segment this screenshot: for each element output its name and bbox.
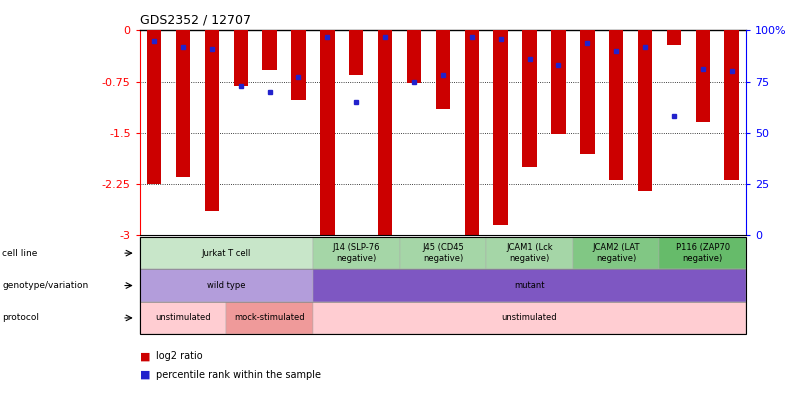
Bar (696, 30, 710, 122)
Bar (147, 30, 161, 184)
Bar (234, 30, 248, 86)
Text: mutant: mutant (514, 281, 545, 290)
Text: genotype/variation: genotype/variation (2, 281, 89, 290)
Bar (725, 30, 739, 180)
Text: J14 (SLP-76
negative): J14 (SLP-76 negative) (333, 243, 380, 263)
Bar (609, 30, 623, 180)
Text: percentile rank within the sample: percentile rank within the sample (156, 370, 321, 379)
Text: unstimulated: unstimulated (502, 313, 557, 322)
Text: Jurkat T cell: Jurkat T cell (202, 249, 251, 258)
Bar (464, 30, 479, 235)
Bar (666, 30, 681, 45)
Bar (493, 30, 508, 225)
Bar (378, 30, 393, 235)
Text: P116 (ZAP70
negative): P116 (ZAP70 negative) (676, 243, 730, 263)
Text: JCAM1 (Lck
negative): JCAM1 (Lck negative) (506, 243, 553, 263)
Text: ■: ■ (140, 370, 150, 379)
Bar (638, 30, 652, 191)
Bar (551, 30, 566, 134)
Text: log2 ratio: log2 ratio (156, 352, 202, 361)
Text: ■: ■ (140, 352, 150, 361)
Text: cell line: cell line (2, 249, 38, 258)
Text: mock-stimulated: mock-stimulated (235, 313, 305, 322)
Bar (291, 30, 306, 100)
Bar (176, 30, 190, 177)
Bar (436, 30, 450, 109)
Text: unstimulated: unstimulated (155, 313, 211, 322)
Bar (320, 30, 334, 235)
Text: wild type: wild type (207, 281, 246, 290)
Bar (580, 30, 595, 154)
Bar (523, 30, 537, 167)
Text: J45 (CD45
negative): J45 (CD45 negative) (422, 243, 464, 263)
Text: protocol: protocol (2, 313, 39, 322)
Bar (204, 30, 219, 211)
Bar (407, 30, 421, 83)
Text: JCAM2 (LAT
negative): JCAM2 (LAT negative) (592, 243, 640, 263)
Bar (263, 30, 277, 70)
Bar (349, 30, 363, 75)
Text: GDS2352 / 12707: GDS2352 / 12707 (140, 13, 251, 26)
